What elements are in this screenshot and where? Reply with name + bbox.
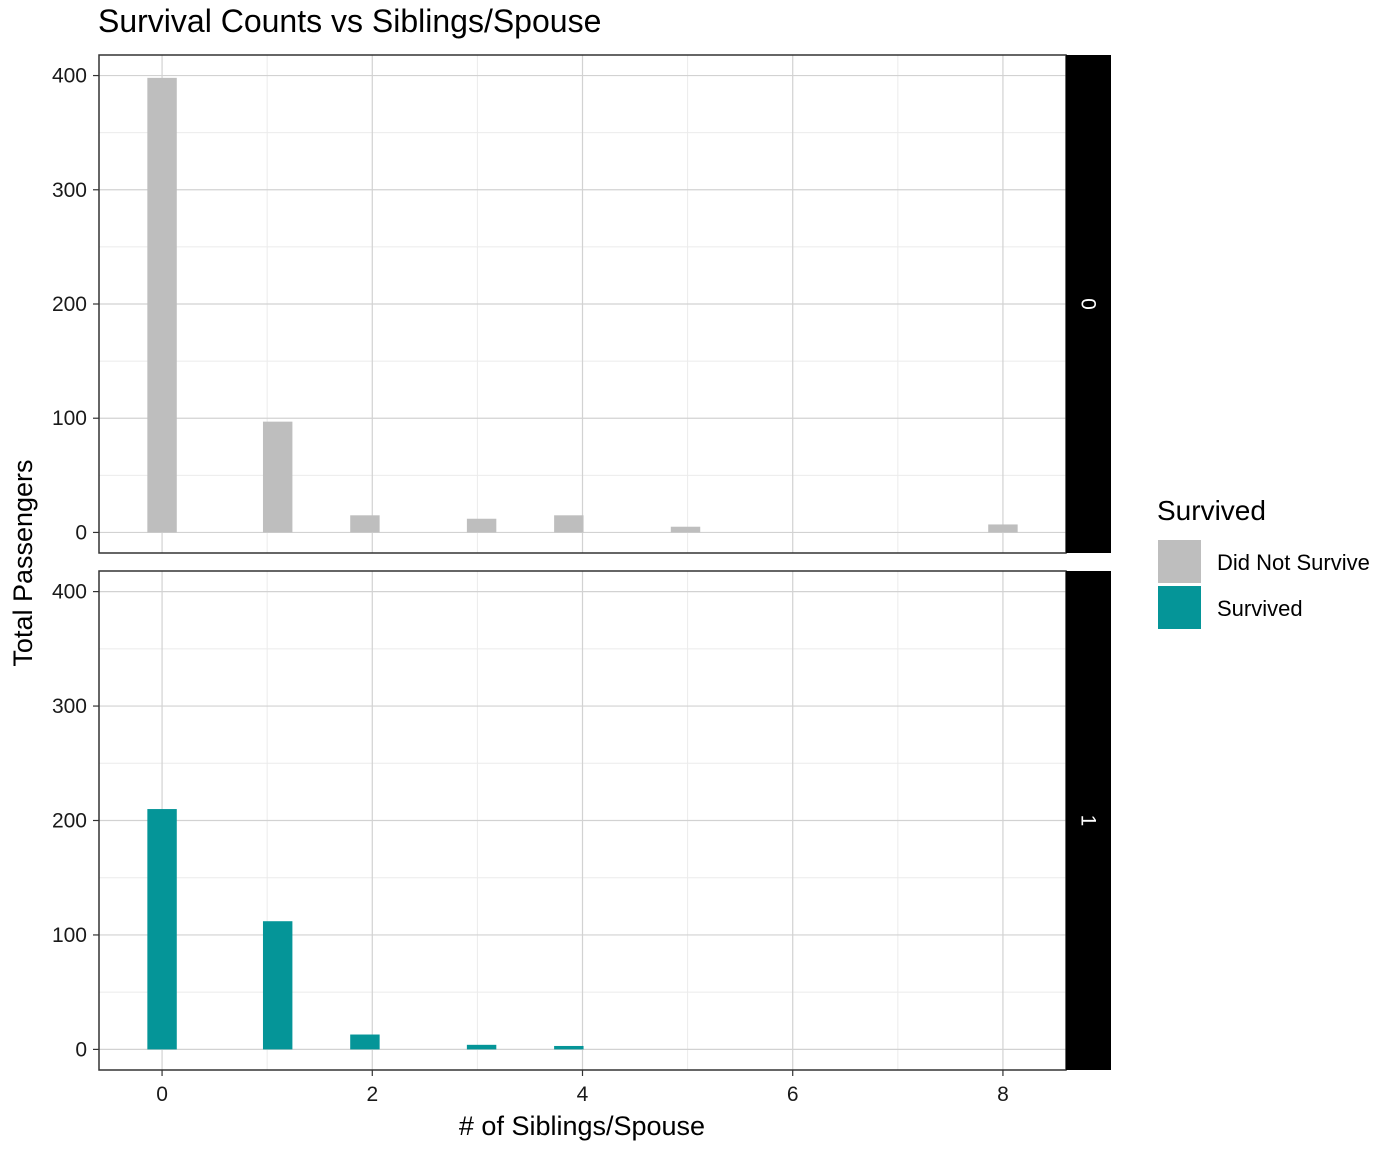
legend-title: Survived: [1157, 495, 1266, 526]
x-tick-label: 2: [366, 1083, 378, 1106]
bar: [554, 515, 584, 533]
legend-label-survived: Survived: [1217, 596, 1303, 621]
bar: [554, 1045, 584, 1050]
y-tick-label: 300: [52, 695, 87, 718]
y-tick-label: 200: [52, 810, 87, 833]
bar: [466, 518, 497, 533]
legend-key-did-not-survive: [1158, 540, 1201, 583]
legend-label-did-not-survive: Did Not Survive: [1217, 550, 1370, 575]
facet-strip-label: 1: [1077, 815, 1100, 827]
legend: Survived Did Not Survive Survived: [1157, 495, 1370, 629]
y-tick-label: 400: [52, 65, 87, 88]
bar: [350, 1034, 380, 1050]
bar: [350, 515, 380, 533]
x-axis-title: # of Siblings/Spouse: [459, 1111, 705, 1141]
y-axis-title: Total Passengers: [8, 459, 38, 666]
y-tick-label: 0: [75, 521, 87, 544]
facet-strip: [1066, 571, 1111, 1070]
y-tick-label: 400: [52, 581, 87, 604]
legend-key-survived: [1158, 586, 1201, 629]
y-tick-label: 200: [52, 293, 87, 316]
bar: [147, 809, 177, 1050]
bar: [988, 524, 1018, 533]
facet-strip: [1066, 55, 1111, 553]
bar: [147, 77, 177, 533]
bar: [262, 921, 293, 1050]
chart-title: Survival Counts vs Siblings/Spouse: [98, 3, 601, 39]
x-tick-label: 8: [997, 1083, 1009, 1106]
x-tick-label: 6: [787, 1083, 799, 1106]
y-tick-label: 300: [52, 179, 87, 202]
bar: [466, 1044, 497, 1050]
y-tick-label: 100: [52, 924, 87, 947]
y-tick-label: 0: [75, 1038, 87, 1061]
facet-panel-0: 0 100 200 300 400 0: [52, 54, 1111, 554]
facet-panel-1: 0 100 200 300 400 1: [52, 570, 1111, 1071]
y-tick-label: 100: [52, 407, 87, 430]
facet-strip-label: 0: [1077, 298, 1100, 310]
bar: [670, 526, 701, 533]
x-tick-label: 0: [156, 1083, 168, 1106]
x-axis: 0 2 4 6 8: [156, 1070, 1009, 1106]
x-tick-label: 4: [577, 1083, 589, 1106]
facet-panels: 0 100 200 300 400 0 0 100 200 300 400 1 0 2 4 6 8: [52, 54, 1111, 1106]
bar: [262, 421, 293, 533]
